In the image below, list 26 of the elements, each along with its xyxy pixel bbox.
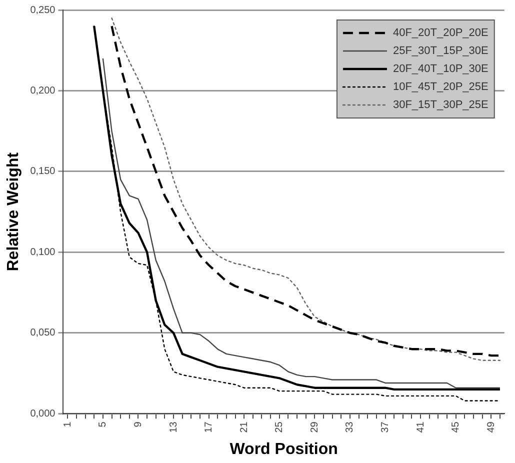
y-tick-label: 0,100 — [30, 246, 56, 258]
y-tick-label: 0,150 — [30, 166, 56, 178]
x-tick-label: 49 — [486, 421, 497, 433]
y-tick-label: 0,050 — [30, 328, 56, 339]
x-tick-label: 25 — [274, 421, 286, 433]
legend-label: 10F_45T_20P_25E — [392, 81, 488, 94]
y-tick-label: 0,200 — [30, 85, 56, 96]
y-axis-title: Relative Weight — [5, 152, 22, 272]
x-axis-title: Word Position — [230, 440, 338, 458]
legend-label: 20F_40T_10P_30E — [392, 63, 488, 76]
x-tick-label: 13 — [168, 421, 180, 433]
x-tick-label: 5 — [98, 421, 109, 428]
x-tick-label: 17 — [204, 421, 215, 433]
y-tick-label: 0,250 — [30, 4, 56, 16]
x-tick-label: 33 — [344, 421, 356, 433]
x-tick-label: 29 — [309, 421, 320, 433]
x-tick-label: 41 — [415, 421, 426, 433]
x-tick-label: 9 — [132, 421, 144, 428]
legend-label: 40F_20T_20P_20E — [392, 27, 488, 40]
x-tick-label: 37 — [380, 421, 392, 433]
x-tick-label: 21 — [238, 421, 250, 433]
x-tick-label: 45 — [450, 421, 462, 433]
x-tick-label: 1 — [62, 421, 74, 428]
legend-label: 30F_15T_30P_25E — [392, 99, 488, 112]
legend-label: 25F_30T_15P_30E — [392, 45, 488, 58]
y-tick-label: 0,000 — [30, 408, 56, 420]
